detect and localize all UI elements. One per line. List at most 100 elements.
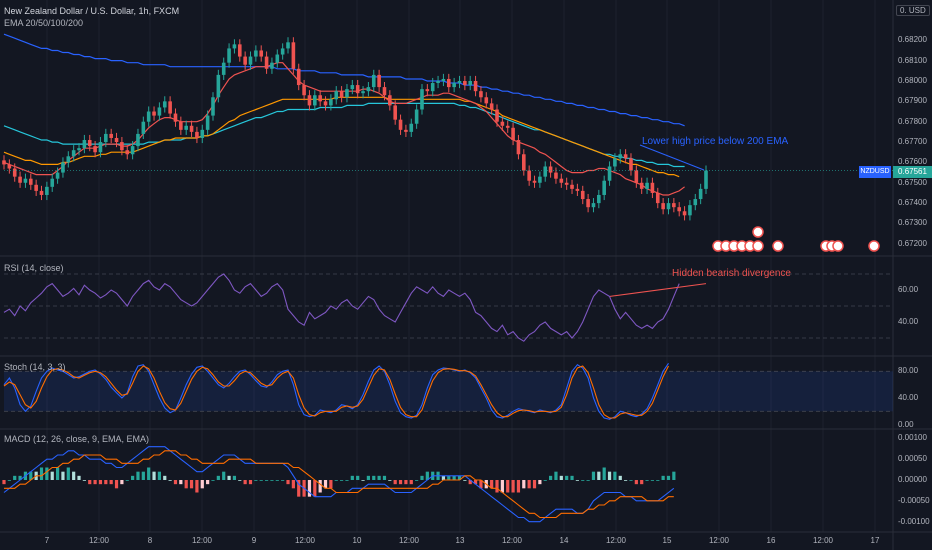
event-flag-icon	[832, 240, 844, 252]
macd-label[interactable]: MACD (12, 26, close, 9, EMA, EMA)	[4, 434, 150, 444]
candle-body	[28, 178, 33, 185]
macd-histogram-bar	[114, 480, 119, 489]
macd-histogram-bar	[377, 475, 381, 480]
macd-histogram-bar	[570, 475, 574, 480]
macd-histogram-bar	[318, 480, 322, 493]
candle-body	[650, 182, 655, 193]
macd-histogram-bar	[613, 471, 617, 480]
macd-tick-label: 0.00100	[898, 433, 927, 443]
rsi-line	[3, 273, 680, 342]
candle-body	[329, 99, 333, 106]
macd-histogram-bar	[350, 475, 354, 480]
candle-body	[591, 203, 596, 208]
candle-body	[323, 101, 328, 106]
candle-body	[195, 131, 199, 138]
ema-annotation: Lower high price below 200 EMA	[642, 136, 789, 147]
macd-histogram-bar	[281, 480, 285, 481]
last-price-tag: 0.67561	[893, 166, 932, 178]
price-tick-label: 0.67600	[898, 157, 927, 167]
macd-histogram-bar	[222, 471, 226, 480]
macd-histogram-bar	[425, 471, 429, 480]
stoch-tick-label: 0.00	[898, 419, 914, 429]
macd-histogram-bar	[93, 480, 97, 485]
macd-histogram-bar	[656, 480, 660, 481]
chart-title: New Zealand Dollar / U.S. Dollar, 1h, FX…	[4, 6, 180, 16]
candle-body	[484, 97, 489, 104]
candle-body	[698, 188, 703, 200]
candle-body	[98, 142, 103, 153]
macd-histogram-bar	[527, 480, 531, 489]
stoch-tick-label: 40.00	[898, 393, 919, 402]
candle-body	[205, 115, 210, 130]
candle-body	[286, 42, 290, 49]
macd-histogram-bar	[586, 480, 590, 481]
candle-body	[259, 50, 264, 57]
macd-histogram-bar	[270, 480, 274, 481]
time-tick-label: 12:00	[605, 536, 627, 545]
candle-body	[162, 101, 167, 108]
candle-body	[66, 156, 71, 163]
macd-histogram-bar	[50, 471, 54, 480]
candle-body	[388, 95, 392, 106]
macd-histogram-bar	[248, 480, 253, 485]
macd-histogram-bar	[168, 480, 172, 481]
macd-histogram-bar	[136, 471, 140, 480]
candle-body	[473, 80, 478, 92]
macd-histogram-bar	[323, 480, 328, 489]
price-tick-label: 0.67900	[898, 96, 927, 106]
price-tick-label: 0.67800	[898, 116, 927, 126]
time-tick-label: 12:00	[708, 536, 730, 545]
time-tick-label: 12:00	[398, 536, 420, 545]
candle-body	[618, 154, 623, 159]
price-tick-label: 0.68000	[898, 75, 927, 85]
macd-histogram-bar	[254, 480, 258, 481]
candle-body	[93, 146, 97, 153]
macd-histogram-bar	[532, 480, 537, 489]
candle-body	[168, 101, 172, 114]
candle-body	[586, 199, 590, 208]
stoch-k-line	[3, 362, 669, 420]
candle-body	[254, 50, 258, 57]
currency-button[interactable]: 0. USD	[896, 5, 930, 16]
macd-histogram-bar	[141, 471, 145, 480]
indicator-legend[interactable]: EMA 20/50/100/200	[4, 18, 84, 28]
macd-histogram-bar	[409, 480, 413, 485]
time-tick-label: 16	[766, 536, 776, 545]
macd-histogram-bar	[179, 480, 183, 485]
candle-body	[313, 95, 317, 106]
candle-body	[564, 182, 569, 185]
candle-body	[243, 56, 247, 65]
macd-histogram-bar	[72, 471, 76, 480]
stoch-label[interactable]: Stoch (14, 3, 3)	[4, 362, 66, 372]
candle-body	[221, 62, 226, 75]
candle-body	[398, 119, 403, 130]
price-tick-label: 0.67400	[898, 198, 927, 208]
candle-body	[227, 48, 231, 63]
candle-body	[452, 83, 456, 88]
candle-body	[666, 203, 671, 210]
candle-body	[189, 125, 194, 132]
macd-histogram-bar	[398, 480, 403, 485]
macd-histogram-bar	[147, 467, 151, 480]
stoch-zone	[4, 371, 893, 412]
candle-body	[71, 150, 76, 157]
price-tick-label: 0.67300	[898, 218, 927, 228]
macd-tick-label: 0.00050	[898, 454, 927, 464]
macd-histogram-bar	[506, 480, 510, 493]
macd-histogram-bar	[275, 480, 279, 481]
candle-body	[61, 162, 65, 173]
macd-histogram-bar	[206, 480, 210, 485]
candle-body	[607, 166, 612, 181]
macd-histogram-bar	[388, 480, 392, 481]
macd-histogram-bar	[645, 480, 649, 481]
candle-body	[302, 85, 306, 96]
candle-body	[425, 89, 430, 92]
macd-histogram-bar	[264, 480, 269, 481]
macd-histogram-bar	[420, 475, 424, 480]
macd-histogram-bar	[345, 480, 349, 481]
candle-body	[677, 207, 682, 212]
candle-body	[296, 68, 301, 86]
rsi-label[interactable]: RSI (14, close)	[4, 263, 64, 273]
time-tick-label: 10	[352, 536, 362, 545]
